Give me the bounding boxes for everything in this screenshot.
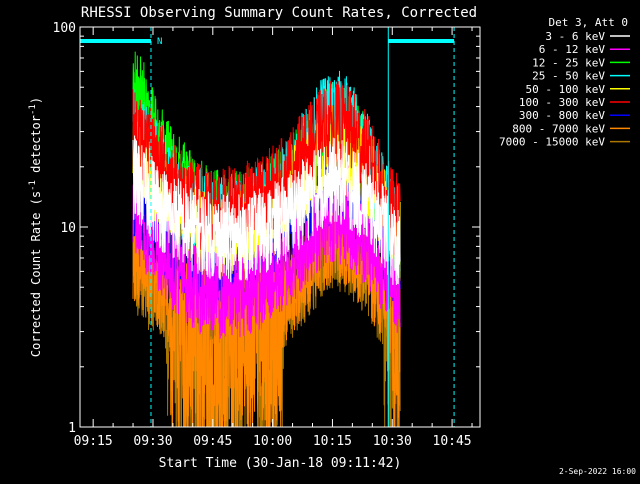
x-tick-label: 10:15	[313, 434, 352, 449]
attenuator-bar-0	[80, 39, 151, 43]
chart-title: RHESSI Observing Summary Count Rates, Co…	[81, 5, 477, 21]
x-tick-label: 09:15	[74, 434, 113, 449]
legend-entry-label: 6 - 12 keV	[539, 43, 606, 56]
legend-entry-label: 300 - 800 keV	[519, 109, 605, 122]
attenuator-bar-label: N	[157, 37, 162, 47]
legend-entry-label: 3 - 6 keV	[545, 30, 605, 43]
series-trace-1	[132, 173, 401, 339]
legend-header: Det 3, Att 0	[549, 16, 628, 29]
legend-entry-label: 50 - 100 keV	[526, 83, 606, 96]
y-tick-label: 100	[53, 21, 76, 36]
x-tick-label: 09:30	[133, 434, 172, 449]
legend-entry-label: 100 - 300 keV	[519, 96, 605, 109]
legend-entry-label: 800 - 7000 keV	[512, 122, 605, 135]
y-tick-label: 10	[60, 221, 76, 236]
legend-entry-label: 12 - 25 keV	[532, 56, 605, 69]
x-tick-label: 09:45	[193, 434, 232, 449]
x-tick-label: 10:00	[253, 434, 292, 449]
legend-entry-label: 7000 - 15000 keV	[499, 136, 605, 149]
attenuator-bar-1	[388, 39, 455, 43]
x-tick-label: 10:30	[373, 434, 412, 449]
series-line	[132, 173, 401, 339]
x-axis: 09:15 09:30 09:45 10:00 10:15 10:30 10:45	[74, 27, 473, 449]
x-axis-label: Start Time (30-Jan-18 09:11:42)	[159, 456, 402, 471]
x-tick-label: 10:45	[433, 434, 472, 449]
series-line	[132, 135, 401, 285]
series-trace-0	[132, 135, 401, 285]
y-axis-label: Corrected Count Rate (s-1 detector-1)	[28, 97, 43, 357]
y-axis: 1 10 100	[53, 21, 480, 436]
date-stamp: 2-Sep-2022 16:00	[559, 467, 636, 476]
y-tick-label: 1	[68, 421, 76, 436]
legend-entry-label: 25 - 50 keV	[532, 70, 605, 83]
